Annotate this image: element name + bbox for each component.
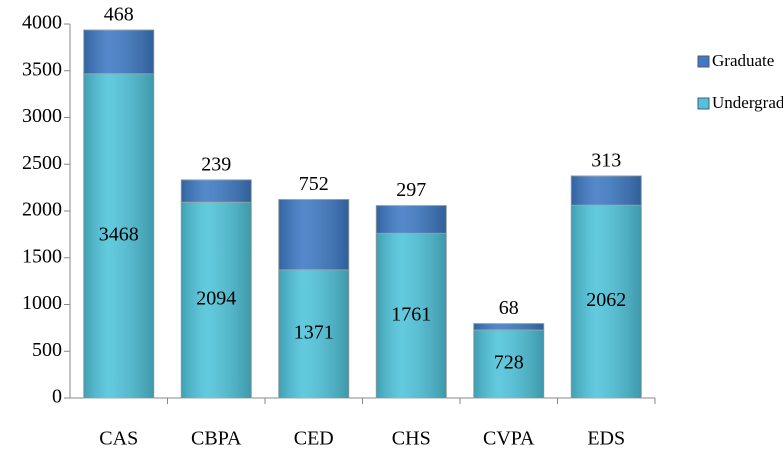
x-tick-label: CAS	[99, 428, 138, 450]
x-tick-label: EDS	[587, 428, 625, 450]
bar-shade	[278, 199, 349, 270]
data-label: 239	[201, 153, 231, 175]
y-tick-label: 3500	[22, 58, 62, 80]
data-label: 3468	[99, 223, 139, 245]
data-label: 2094	[196, 288, 236, 310]
x-tick-label: CHS	[392, 428, 431, 450]
bar-shade	[473, 329, 544, 398]
y-tick-label: 1000	[22, 292, 62, 314]
legend-label: Graduate	[712, 51, 774, 70]
bar-shade	[376, 205, 447, 234]
data-label: 752	[299, 173, 329, 195]
bar-shade	[83, 73, 154, 398]
data-label: 728	[494, 352, 524, 374]
bar-shade	[473, 323, 544, 330]
bar-shade	[278, 269, 349, 398]
x-tick-label: CVPA	[483, 428, 535, 450]
y-tick-label: 3000	[22, 105, 62, 127]
y-tick-label: 2500	[22, 152, 62, 174]
x-tick-label: CED	[294, 428, 334, 450]
data-label: 297	[396, 179, 426, 201]
y-tick-label: 0	[52, 386, 62, 408]
y-tick-label: 2000	[22, 199, 62, 221]
data-label: 2062	[586, 289, 626, 311]
data-label: 1371	[294, 321, 334, 343]
x-tick-label: CBPA	[191, 428, 242, 450]
data-label: 68	[499, 297, 519, 319]
y-tick-label: 4000	[22, 12, 62, 34]
bar-shade	[571, 205, 642, 398]
data-label: 1761	[391, 303, 431, 325]
legend-label: Undergraduate	[712, 93, 783, 112]
y-tick-label: 1500	[22, 245, 62, 267]
bar-shade	[376, 233, 447, 398]
bar-shade	[181, 202, 252, 398]
data-label: 313	[591, 150, 621, 172]
y-tick-label: 500	[32, 339, 62, 361]
bar-shade	[83, 29, 154, 74]
bar-shade	[181, 179, 252, 203]
data-label: 468	[104, 4, 134, 26]
legend-swatch	[697, 55, 710, 68]
bar-shade	[571, 175, 642, 206]
legend-swatch	[697, 97, 710, 110]
